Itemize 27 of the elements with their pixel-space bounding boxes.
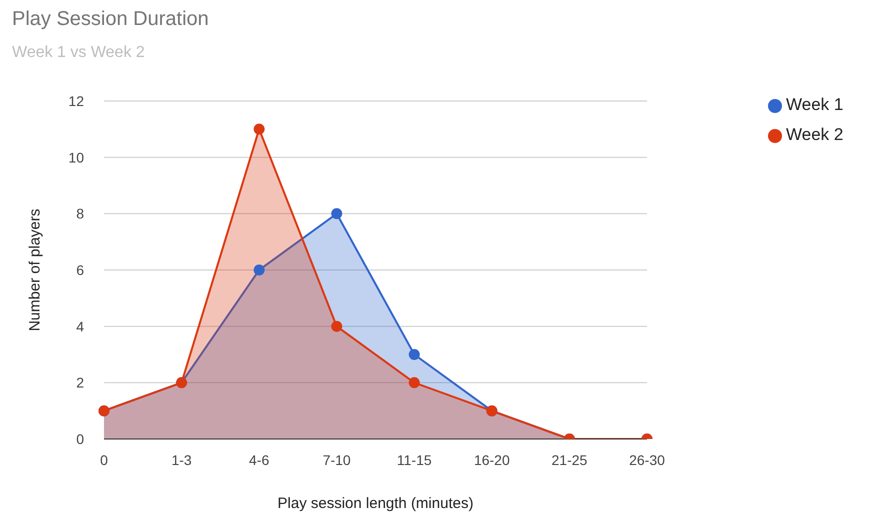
legend-label: Week 2 (786, 125, 844, 144)
y-tick-label: 12 (68, 92, 84, 109)
y-axis-title: Number of players (26, 208, 44, 332)
chart-title: Play Session Duration (12, 8, 209, 31)
x-tick-label: 1-3 (171, 452, 192, 468)
x-tick-label: 4-6 (249, 452, 270, 468)
x-tick-label: 7-10 (322, 452, 351, 468)
y-tick-label: 10 (68, 149, 84, 166)
y-tick-label: 6 (76, 262, 84, 278)
point (408, 349, 420, 360)
x-tick-label: 26-30 (629, 452, 666, 468)
point (331, 208, 342, 220)
point (254, 124, 265, 135)
point (331, 320, 342, 332)
x-tick-label: 16-20 (474, 452, 510, 468)
y-tick-label: 2 (76, 374, 84, 391)
legend-label: Week 1 (786, 95, 844, 114)
y-tick-label: 8 (76, 206, 84, 222)
point (254, 264, 265, 276)
y-tick-label: 0 (76, 430, 84, 447)
x-tick-label: 11-15 (396, 452, 432, 468)
x-tick-label: 0 (100, 452, 108, 468)
chart-subtitle: Week 1 vs Week 2 (12, 44, 145, 62)
y-tick-label: 4 (76, 318, 84, 334)
x-axis-title: Play session length (minutes) (278, 495, 474, 512)
point (408, 377, 420, 388)
x-tick-label: 21-25 (552, 452, 588, 468)
